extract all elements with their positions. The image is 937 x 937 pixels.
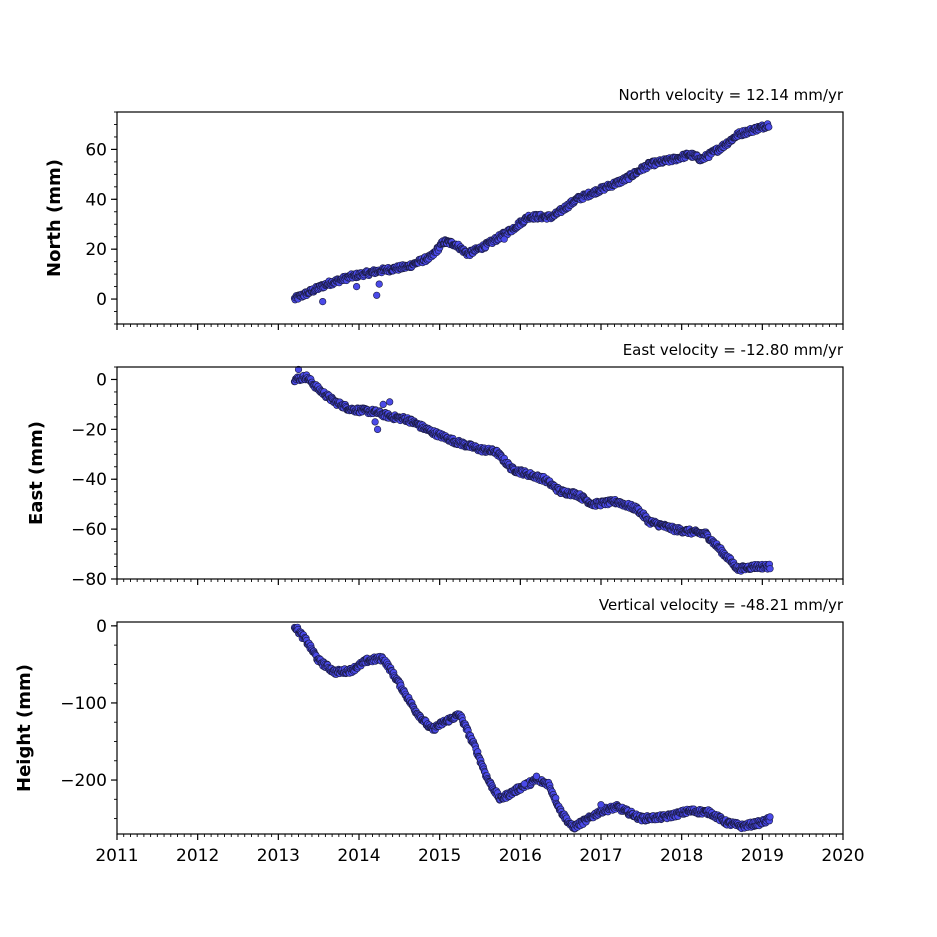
- y-tick-label: 0: [96, 370, 107, 390]
- y-tick-label: −20: [71, 420, 107, 440]
- y-tick-label: −80: [71, 570, 107, 590]
- data-point-outlier: [375, 280, 383, 288]
- x-tick-label: 2020: [821, 846, 864, 866]
- y-tick-label: −40: [71, 470, 107, 490]
- scatter-points-east: [290, 365, 774, 575]
- axes-frame-height: [116, 621, 844, 835]
- panel-height: Vertical velocity = -48.21 mm/yr Height …: [14, 596, 865, 866]
- axes-frame-north: [116, 111, 844, 325]
- panel-title-height: Vertical velocity = -48.21 mm/yr: [599, 596, 844, 614]
- axis-ticks-north: 0 20 40 60: [85, 111, 844, 330]
- data-point-outlier: [532, 772, 541, 780]
- ylabel-east: East (mm): [26, 421, 47, 525]
- y-tick-label: −100: [60, 694, 107, 714]
- scatter-points-north: [290, 120, 773, 306]
- ylabel-height: Height (mm): [14, 664, 35, 792]
- data-point-outlier: [520, 780, 529, 788]
- x-tick-label: 2011: [95, 846, 138, 866]
- panel-east: East velocity = -12.80 mm/yr East (mm) 0…: [26, 341, 844, 590]
- x-tick-label: 2014: [337, 846, 380, 866]
- data-point-outlier: [294, 365, 303, 374]
- data-point: [766, 813, 774, 821]
- data-point-outlier: [500, 235, 508, 243]
- y-tick-label: 0: [96, 290, 107, 310]
- x-tick-label: 2018: [660, 846, 703, 866]
- data-point: [765, 123, 773, 131]
- x-tick-label: 2019: [741, 846, 784, 866]
- panel-title-east: East velocity = -12.80 mm/yr: [623, 341, 844, 359]
- y-tick-label: 60: [85, 140, 107, 160]
- data-point-outlier: [597, 801, 605, 809]
- ylabel-north: North (mm): [44, 159, 65, 277]
- data-point-outlier: [374, 425, 382, 434]
- axis-ticks-height: 0 −100 −200 2011 2012 2013 2014 2015 2016 2017 201…: [60, 617, 864, 866]
- y-tick-label: −60: [71, 520, 107, 540]
- data-point-outlier: [319, 298, 327, 306]
- scatter-points-height: [290, 623, 774, 833]
- data-point-outlier: [353, 283, 361, 291]
- x-tick-label: 2015: [418, 846, 461, 866]
- x-tick-label: 2017: [579, 846, 622, 866]
- axes-frame-east: [116, 366, 844, 580]
- x-tick-label: 2012: [176, 846, 219, 866]
- y-tick-label: 0: [96, 617, 107, 637]
- data-point-outlier: [371, 418, 379, 426]
- x-tick-label: 2016: [499, 846, 542, 866]
- y-tick-label: 40: [85, 190, 107, 210]
- data-point-outlier: [379, 400, 387, 409]
- x-tick-label: 2013: [257, 846, 300, 866]
- data-point: [766, 565, 774, 573]
- data-point-outlier: [373, 291, 381, 299]
- data-point-outlier: [386, 398, 394, 406]
- axis-ticks-east: 0 −20 −40 −60 −80: [71, 366, 844, 590]
- y-tick-label: 20: [85, 240, 107, 260]
- panel-title-north: North velocity = 12.14 mm/yr: [619, 86, 844, 104]
- y-tick-label: −200: [60, 771, 107, 791]
- panel-north: North velocity = 12.14 mm/yr North (mm) …: [44, 86, 844, 330]
